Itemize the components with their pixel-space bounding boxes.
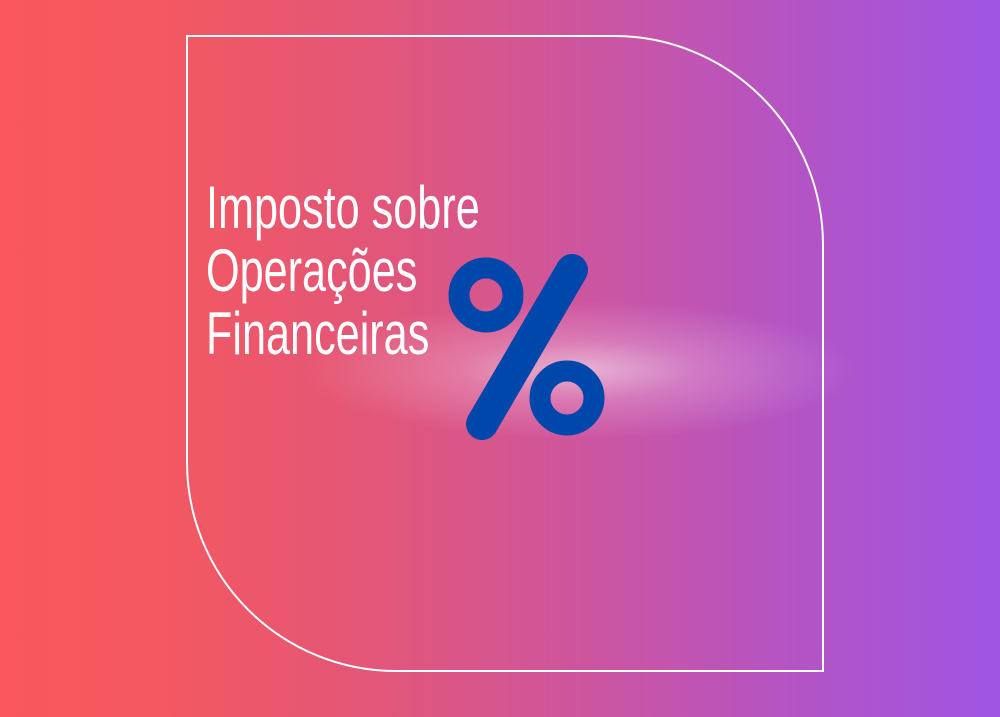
title-line-3: Financeiras xyxy=(206,300,430,367)
page-title: Imposto sobre Operações Financeiras xyxy=(206,176,480,365)
percent-lower-ring xyxy=(529,360,605,436)
percent-slash xyxy=(466,254,588,440)
title-line-1: Imposto sobre xyxy=(206,174,480,241)
percent-upper-ring xyxy=(448,257,524,333)
title-line-2: Operações xyxy=(206,237,418,304)
rounded-frame xyxy=(186,35,824,672)
